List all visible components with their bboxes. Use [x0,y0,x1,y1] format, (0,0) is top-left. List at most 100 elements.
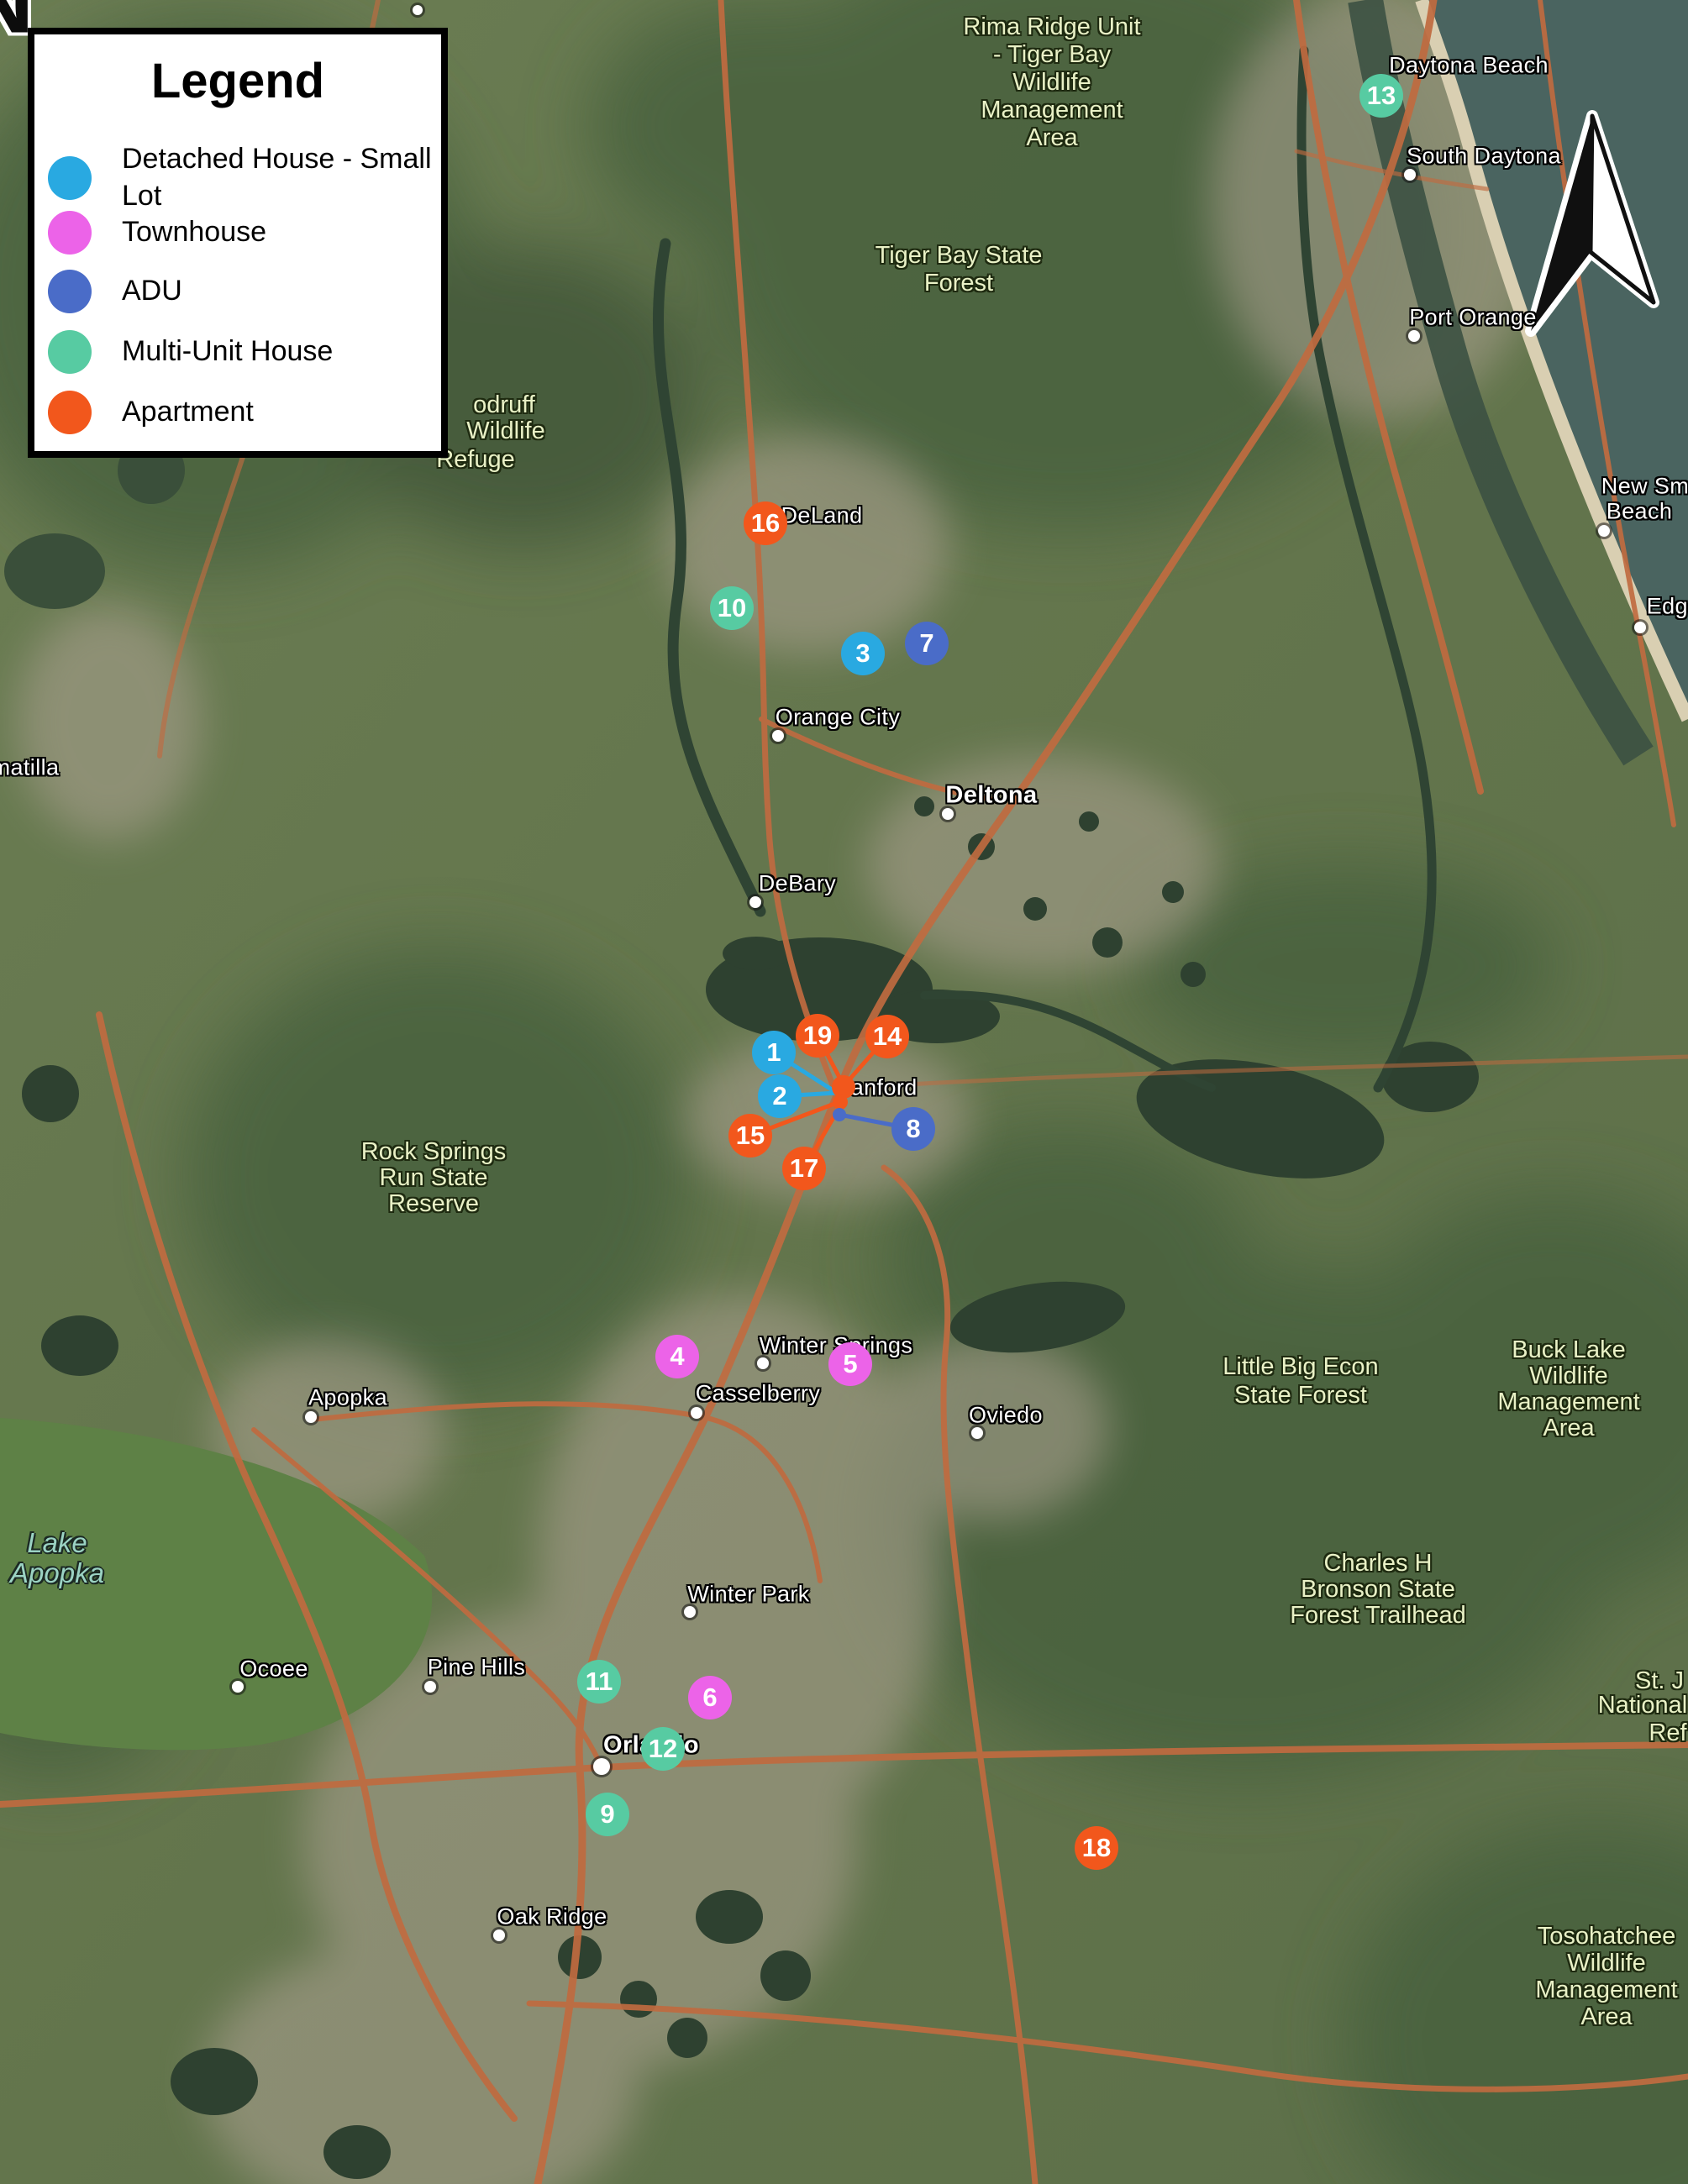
map-marker-15[interactable]: 15 [728,1114,772,1158]
water-label: Apopka [10,1557,104,1588]
apartment-swatch-icon [48,391,92,434]
map-marker-10[interactable]: 10 [710,586,754,630]
multi-swatch-icon [48,330,92,374]
protected-area-label: Rima Ridge Unit [963,13,1141,40]
city-dot [593,1758,610,1775]
city-label: Deltona [945,781,1038,809]
map-marker-2[interactable]: 2 [758,1074,802,1118]
protected-area-label: Tiger Bay State [875,242,1043,269]
protected-area-label: Tosohatchee [1537,1923,1676,1950]
city-label: South Daytona [1407,143,1561,169]
map-marker-17[interactable]: 17 [782,1147,826,1190]
city-label: Pine Hills [427,1654,526,1680]
protected-area-label: Area [1026,124,1078,151]
city-dot [1404,169,1416,181]
city-label: Oak Ridge [497,1903,607,1929]
protected-area-label: Management [1535,1977,1678,2003]
city-label: Ocoee [239,1656,308,1682]
city-dot [1634,622,1646,633]
city-dot [942,808,954,820]
map-marker-18[interactable]: 18 [1075,1826,1118,1870]
water-label: Lake [27,1527,87,1558]
map-marker-11[interactable]: 11 [577,1660,621,1704]
city-dot [684,1606,696,1618]
map-marker-8[interactable]: 8 [891,1107,935,1151]
map-marker-9[interactable]: 9 [586,1793,629,1836]
city-label: Casselberry [695,1380,821,1406]
protected-area-label: Little Big Econ [1223,1353,1379,1380]
anchor-dot [833,1108,846,1121]
map-marker-14[interactable]: 14 [865,1015,909,1058]
legend-item-label: Detached House - Small Lot [122,143,432,212]
legend-panel: Legend Detached House - Small Lot Townhou… [28,28,448,458]
map-marker-5[interactable]: 5 [828,1342,872,1386]
city-label: Winter Park [687,1581,810,1607]
city-dot [749,896,761,908]
protected-area-label: St. J [1634,1667,1685,1694]
anchor-dot [832,1075,855,1099]
legend-item-multi: Multi-Unit House [48,330,437,374]
city-label: Daytona Beach [1389,52,1549,78]
city-label: DeLand [781,502,863,528]
map-marker-7[interactable]: 7 [905,622,949,665]
protected-area-label: Forest [923,270,994,297]
protected-area-label: odruff [473,391,535,418]
map-marker-19[interactable]: 19 [796,1014,839,1058]
legend-item-label: Townhouse [122,216,267,249]
adu-swatch-icon [48,270,92,313]
map-marker-1[interactable]: 1 [752,1031,796,1074]
city-dot [757,1357,769,1369]
anchor-dot [833,1095,848,1110]
city-dot [413,5,423,15]
protected-area-label: Charles H [1323,1550,1433,1577]
city-dot [971,1427,983,1439]
map-marker-12[interactable]: 12 [641,1727,685,1771]
protected-area-label: Wildlife [1012,69,1091,96]
city-dot [1598,525,1610,537]
protected-area-label: Refuge [436,446,515,473]
legend-item-detached: Detached House - Small Lot [48,141,437,214]
protected-area-label: - Tiger Bay [992,41,1112,68]
city-dot [305,1411,317,1423]
map-marker-13[interactable]: 13 [1359,74,1403,118]
protected-area-label: Wildlife [466,417,545,444]
protected-area-label: Buck Lake [1512,1336,1626,1363]
city-label: Apopka [308,1384,387,1410]
protected-area-label: Management [981,97,1123,123]
protected-area-label: Wildlife [1529,1362,1608,1389]
city-dot [772,730,784,742]
map-marker-4[interactable]: 4 [655,1335,699,1378]
protected-area-label: Bronson State [1301,1576,1455,1603]
legend-item-label: Multi-Unit House [122,335,334,368]
city-label: New Sm [1601,473,1688,499]
protected-area-label: Area [1543,1415,1595,1441]
townhouse-swatch-icon [48,211,92,255]
legend-item-adu: ADU [48,270,437,313]
detached-swatch-icon [48,155,92,200]
city-label: Beach [1606,498,1673,524]
protected-area-label: Forest Trailhead [1290,1602,1466,1629]
protected-area-label: State Forest [1234,1382,1367,1409]
protected-area-label: Wildlife [1567,1950,1646,1977]
city-label: Oviedo [969,1402,1043,1428]
city-label: Orange City [775,704,901,730]
city-dot [232,1681,244,1693]
map-marker-6[interactable]: 6 [688,1676,732,1719]
protected-area-label: Ref [1649,1719,1687,1746]
city-dot [424,1681,436,1693]
city-label: Edge [1646,593,1688,619]
city-dot [1408,330,1420,342]
legend-item-townhouse: Townhouse [48,211,437,255]
protected-area-label: Reserve [388,1190,479,1217]
protected-area-label: Run State [379,1164,488,1191]
protected-area-label: National [1597,1692,1688,1719]
map-marker-16[interactable]: 16 [744,501,787,545]
map-marker-3[interactable]: 3 [841,632,885,675]
legend-item-label: ADU [122,275,182,307]
legend-item-label: Apartment [122,396,254,428]
protected-area-label: Area [1580,2003,1633,2030]
legend-title: Legend [150,54,325,108]
protected-area-label: Management [1497,1389,1640,1415]
